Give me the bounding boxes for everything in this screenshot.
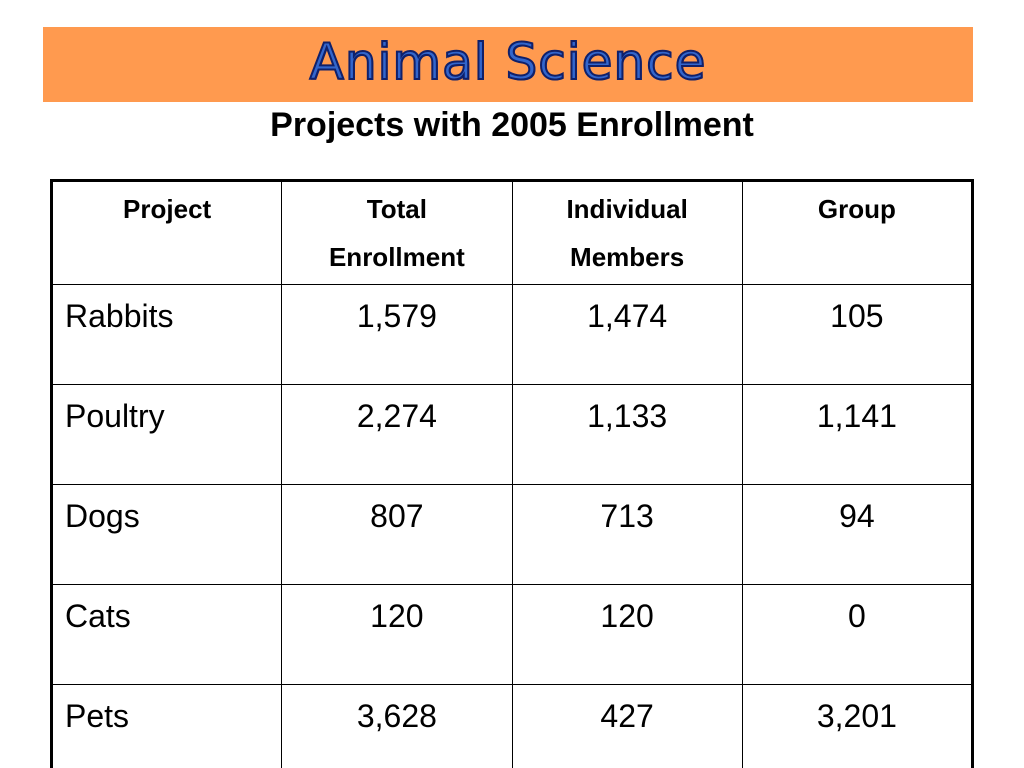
- individual-members-cell: 120: [511, 584, 743, 685]
- header-total-enrollment: Total Enrollment: [281, 180, 513, 285]
- total-enrollment-cell: 1,579: [281, 284, 513, 385]
- project-cell: Cats: [50, 584, 283, 685]
- table-row: Cats 120 120 0: [50, 584, 974, 685]
- individual-members-cell: 1,474: [511, 284, 743, 385]
- header-group-label: Group: [817, 194, 896, 224]
- header-project-label: Project: [123, 194, 212, 224]
- total-enrollment-cell: 2,274: [281, 384, 513, 485]
- individual-members-cell: 427: [511, 684, 743, 768]
- header-project: Project: [50, 180, 283, 285]
- total-enrollment-cell: 807: [281, 484, 513, 585]
- individual-members-cell: 713: [511, 484, 743, 585]
- group-cell: 94: [741, 484, 974, 585]
- total-enrollment-cell: 120: [281, 584, 513, 685]
- group-cell: 105: [741, 284, 974, 385]
- table-row: Pets 3,628 427 3,201: [50, 684, 974, 768]
- header-total-line1: Total: [366, 194, 427, 224]
- slide-subtitle: Projects with 2005 Enrollment: [270, 106, 754, 144]
- header-total-line2: Enrollment: [328, 242, 465, 272]
- group-cell: 0: [741, 584, 974, 685]
- project-cell: Rabbits: [50, 284, 283, 385]
- header-individual-members: Individual Members: [511, 180, 743, 285]
- table-row: Poultry 2,274 1,133 1,141: [50, 384, 974, 485]
- enrollment-table: Project Total Enrollment Individual Memb…: [50, 179, 974, 768]
- table-row: Dogs 807 713 94: [50, 484, 974, 585]
- header-individual-line1: Individual: [566, 194, 688, 224]
- group-cell: 3,201: [741, 684, 974, 768]
- project-cell: Dogs: [50, 484, 283, 585]
- individual-members-cell: 1,133: [511, 384, 743, 485]
- total-enrollment-cell: 3,628: [281, 684, 513, 768]
- group-cell: 1,141: [741, 384, 974, 485]
- title-banner: Animal Science: [43, 27, 973, 102]
- project-cell: Pets: [50, 684, 283, 768]
- project-cell: Poultry: [50, 384, 283, 485]
- table-row: Rabbits 1,579 1,474 105: [50, 284, 974, 385]
- banner-title: Animal Science: [309, 32, 707, 92]
- table-header-row: Project Total Enrollment Individual Memb…: [50, 180, 974, 285]
- header-individual-line2: Members: [570, 242, 685, 272]
- header-group: Group: [741, 180, 974, 285]
